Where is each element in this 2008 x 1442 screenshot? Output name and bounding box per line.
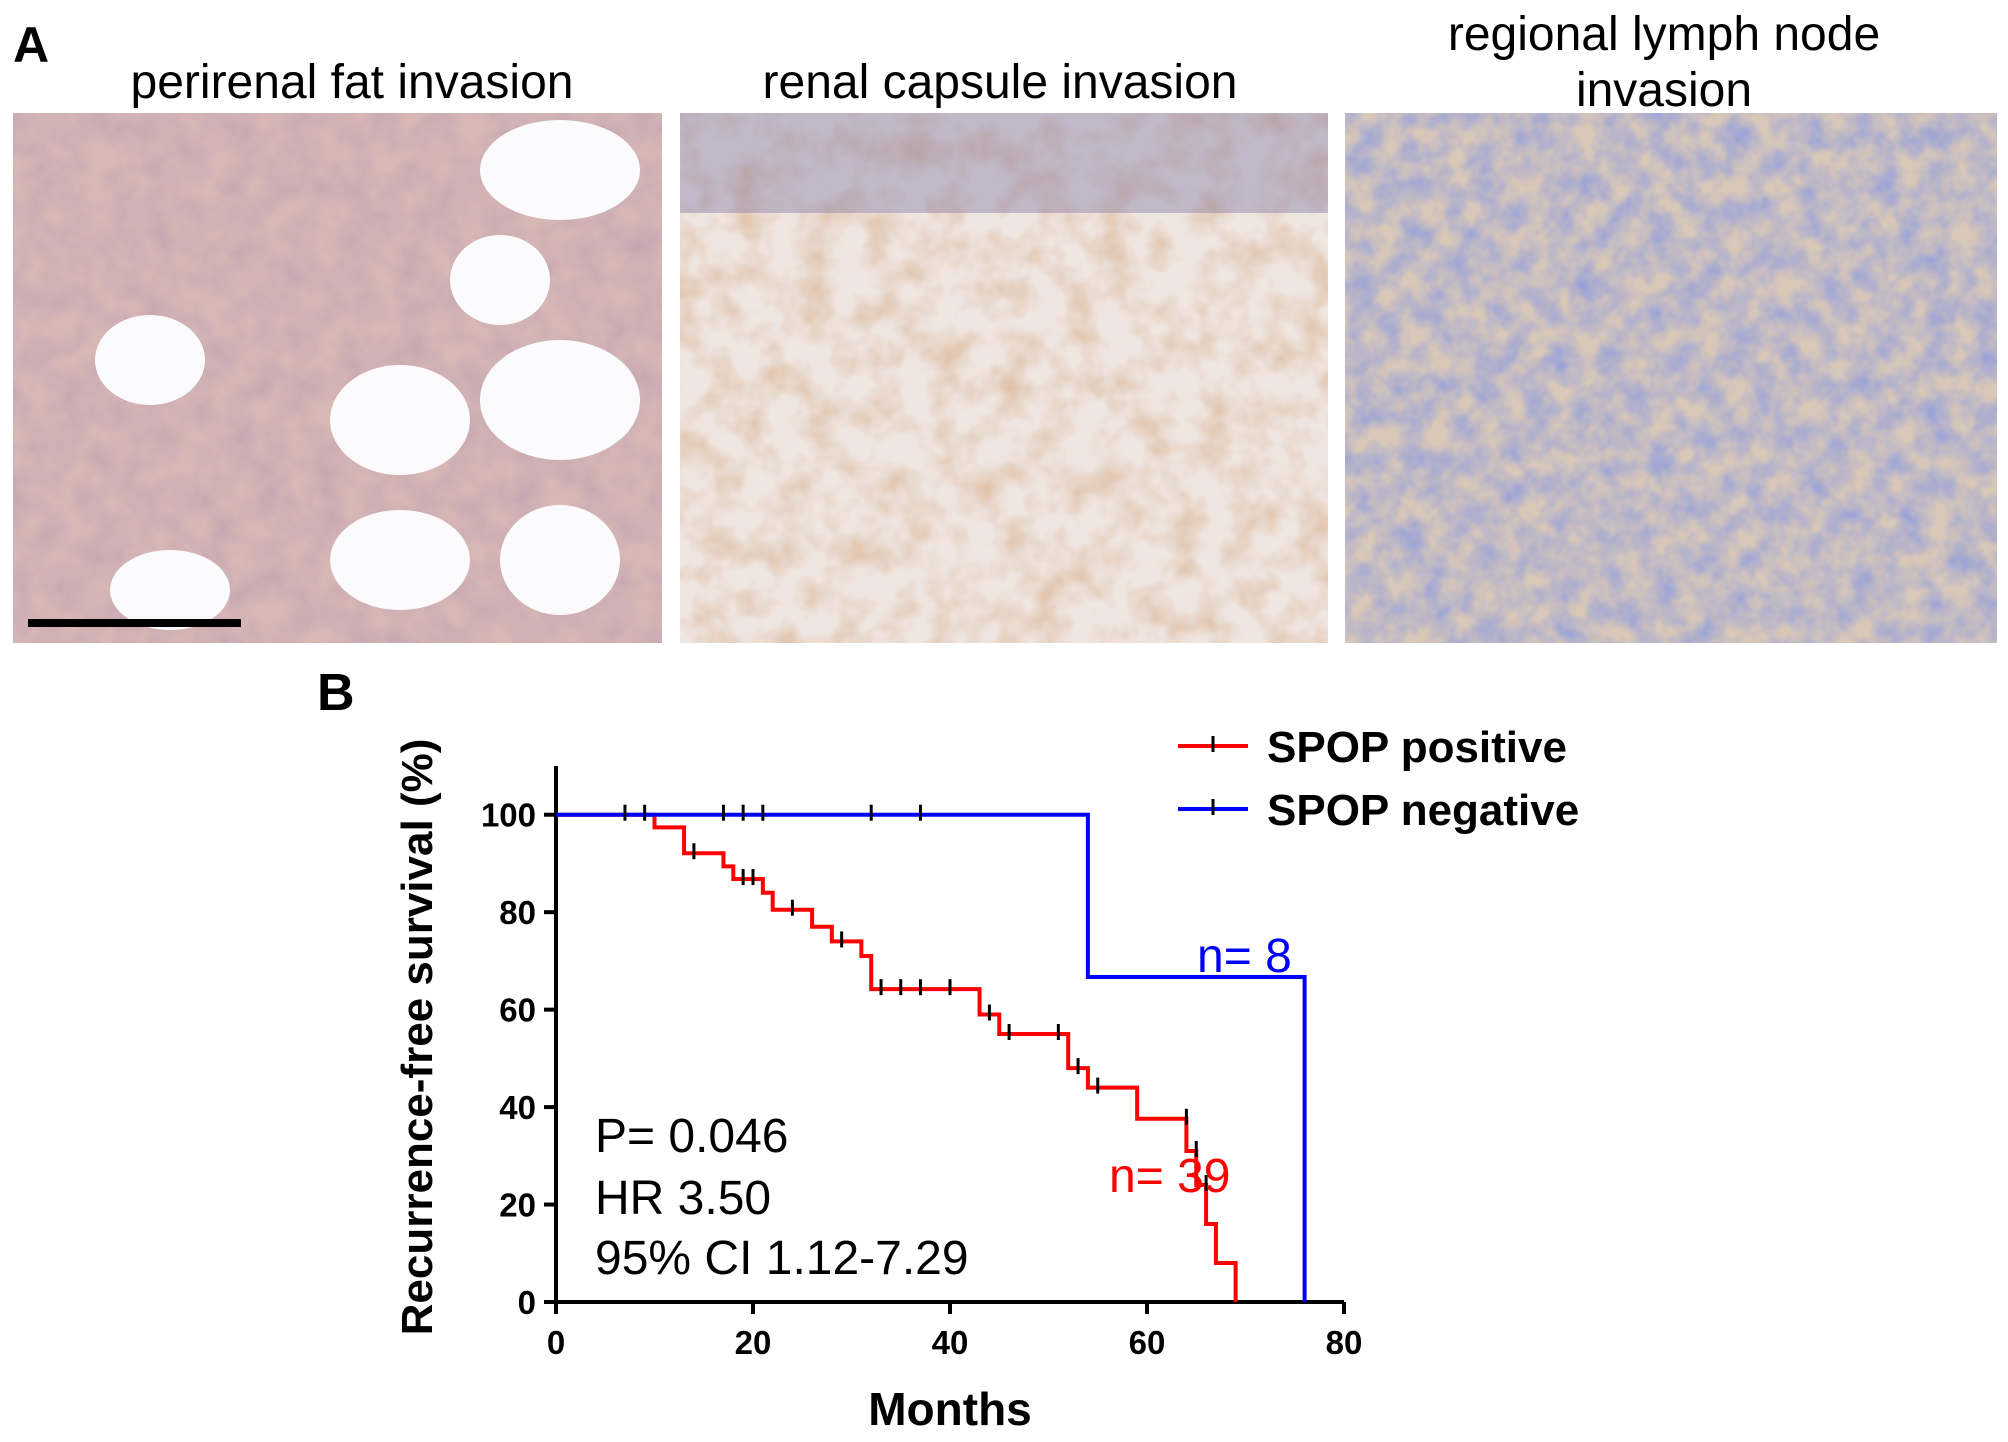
- y-tick-label: 40: [499, 1089, 536, 1126]
- image-title: renal capsule invasion: [763, 56, 1238, 109]
- image-title: regional lymph node: [1448, 8, 1880, 61]
- survival-curve: [556, 812, 1238, 1302]
- y-tick-label: 0: [518, 1284, 536, 1321]
- x-tick-label: 60: [1129, 1324, 1166, 1361]
- y-tick-label: 100: [481, 797, 536, 834]
- x-tick-label: 80: [1326, 1324, 1363, 1361]
- y-tick-label: 80: [499, 894, 536, 931]
- x-axis-title: Months: [868, 1383, 1032, 1435]
- curve-annotation: n= 39: [1109, 1150, 1230, 1203]
- panel-label: B: [317, 664, 355, 722]
- survival-curve: [556, 812, 1307, 1302]
- y-tick-label: 60: [499, 992, 536, 1029]
- y-tick-label: 20: [499, 1187, 536, 1224]
- x-tick-label: 40: [932, 1324, 969, 1361]
- x-tick-label: 0: [547, 1324, 565, 1361]
- y-axis-title: Recurrence-free survival (%): [393, 739, 442, 1336]
- stat-text: P= 0.046: [595, 1110, 789, 1163]
- micrograph: [13, 113, 1997, 643]
- stat-text: 95% CI 1.12-7.29: [595, 1232, 969, 1285]
- legend-label: SPOP positive: [1267, 723, 1567, 772]
- image-title: perirenal fat invasion: [131, 56, 574, 109]
- image-title: invasion: [1576, 64, 1752, 117]
- legend-label: SPOP negative: [1267, 786, 1579, 835]
- x-tick-label: 20: [735, 1324, 772, 1361]
- panel-label: A: [13, 17, 49, 73]
- curve-annotation: n= 8: [1197, 930, 1292, 983]
- stat-text: HR 3.50: [595, 1172, 771, 1225]
